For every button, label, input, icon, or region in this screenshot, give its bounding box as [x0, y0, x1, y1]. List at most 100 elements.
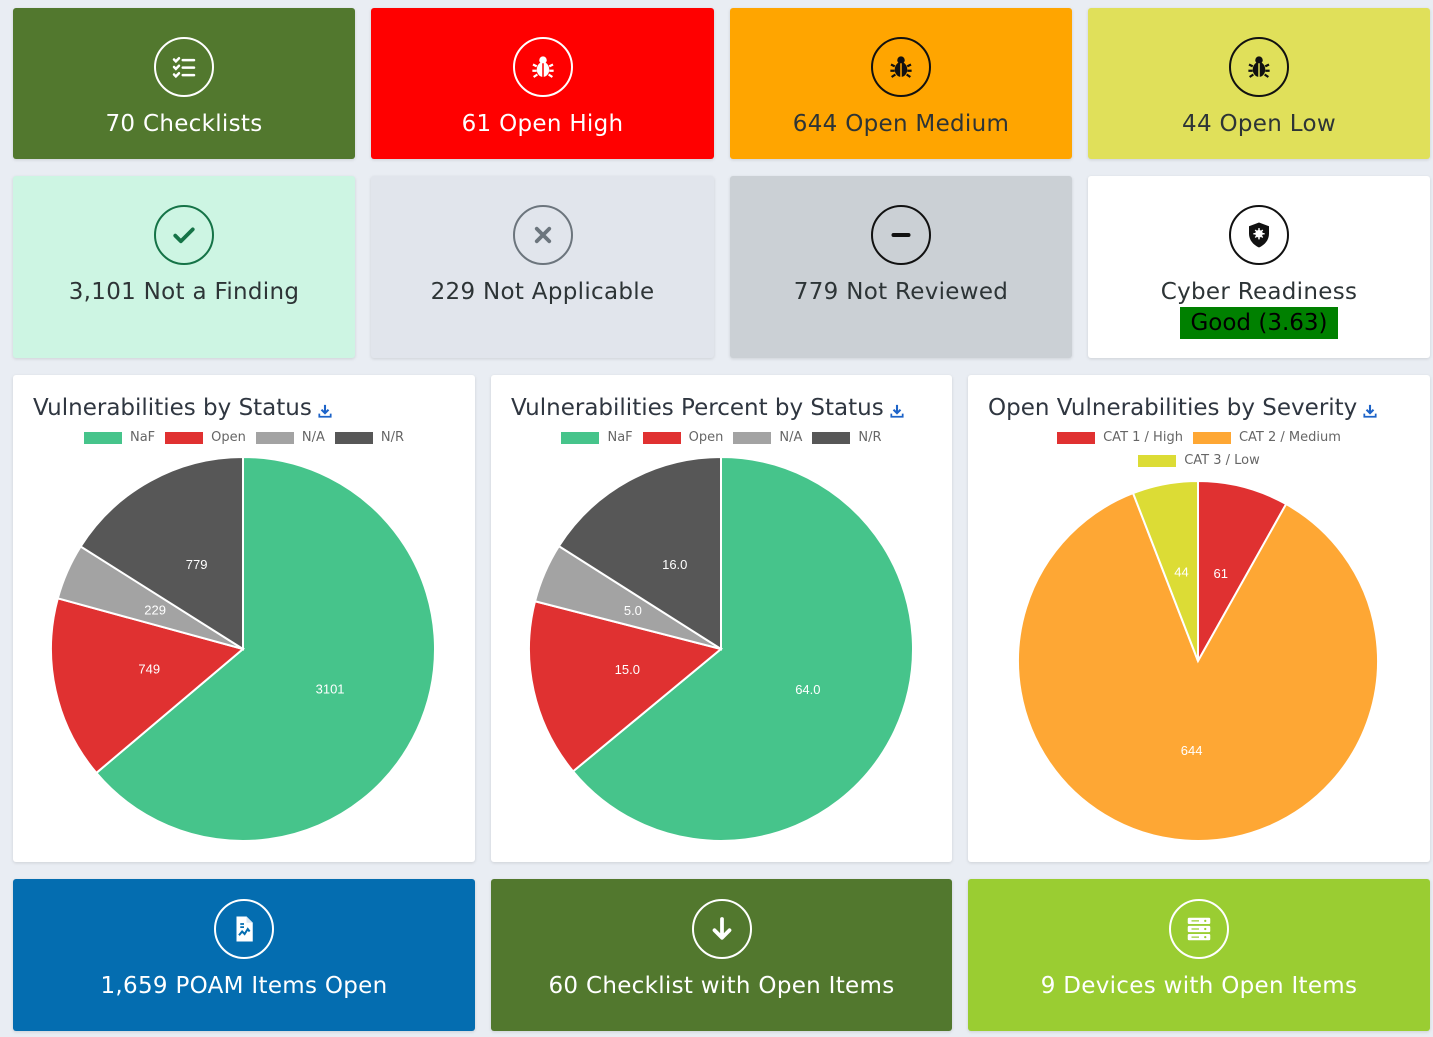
pie-chart: 3101 749 229 779 — [50, 455, 436, 842]
slice-label: 779 — [186, 557, 208, 572]
not-reviewed-card[interactable]: 779 Not Reviewed — [730, 176, 1072, 358]
legend-item[interactable]: Open — [165, 430, 246, 445]
chart-title: Open Vulnerabilities by Severity — [988, 395, 1358, 421]
legend-swatch — [1138, 454, 1177, 467]
pie-slice[interactable] — [571, 455, 914, 842]
open-high-label: 61 Open High — [461, 111, 624, 137]
legend-swatch — [83, 431, 122, 444]
not-a-finding-card[interactable]: 3,101 Not a Finding — [13, 176, 355, 358]
chart-title: Vulnerabilities Percent by Status — [511, 395, 884, 421]
legend-item[interactable]: Open — [642, 430, 724, 445]
not-reviewed-label: 779 Not Reviewed — [793, 279, 1009, 305]
chart-title-container: Vulnerabilities Percent by Status — [511, 395, 904, 421]
pie-slice[interactable] — [557, 455, 722, 651]
file-chart-icon — [214, 899, 274, 959]
legend-label: N/R — [380, 430, 405, 445]
pie-chart: 64.0 15.0 5.0 16.0 — [528, 455, 914, 842]
pie-slice[interactable] — [79, 455, 244, 651]
slice-label: 61 — [1214, 566, 1228, 581]
legend-swatch — [561, 431, 600, 444]
legend-swatch — [334, 431, 373, 444]
legend-item[interactable]: N/A — [733, 430, 802, 445]
slice-label: 16.0 — [662, 557, 687, 572]
cyber-readiness-label: Cyber Readiness — [1160, 279, 1358, 305]
legend-item[interactable]: CAT 1 / High — [1057, 430, 1183, 445]
legend-swatch — [812, 431, 851, 444]
legend-label: N/R — [858, 430, 882, 445]
open-low-card[interactable]: 44 Open Low — [1088, 8, 1430, 159]
slice-label: 5.0 — [624, 603, 642, 618]
pie-chart: 61 644 44 — [1017, 479, 1379, 842]
not-applicable-label: 229 Not Applicable — [430, 279, 655, 305]
pie-slice[interactable] — [50, 597, 246, 775]
chart-title-container: Vulnerabilities by Status — [33, 395, 332, 421]
legend-swatch — [733, 431, 772, 444]
bug-icon — [1229, 37, 1289, 97]
vuln-percent-by-status-chart: Vulnerabilities Percent by Status NaF Ope… — [491, 375, 952, 862]
checklists-card[interactable]: 70 Checklists — [13, 8, 355, 159]
chart-title: Vulnerabilities by Status — [33, 395, 312, 421]
devices-open-items-label: 9 Devices with Open Items — [1040, 973, 1358, 999]
legend-label: Open — [688, 430, 724, 445]
server-icon — [1169, 899, 1229, 959]
slice-label: 229 — [144, 602, 166, 617]
poam-items-label: 1,659 POAM Items Open — [100, 973, 388, 999]
download-icon[interactable] — [318, 404, 332, 418]
minus-icon — [871, 205, 931, 265]
legend-label: CAT 1 / High — [1103, 430, 1183, 445]
check-icon — [154, 205, 214, 265]
bug-icon — [512, 37, 573, 97]
legend-label: CAT 2 / Medium — [1238, 430, 1341, 445]
legend-item[interactable]: N/A — [255, 430, 325, 445]
pie-slice[interactable] — [1197, 479, 1288, 665]
legend-swatch — [1192, 431, 1231, 444]
legend-label: N/A — [779, 430, 803, 445]
checklist-open-items-card[interactable]: 60 Checklist with Open Items — [491, 879, 952, 1031]
download-icon[interactable] — [1363, 404, 1377, 418]
checklist-icon — [154, 37, 214, 97]
chart-legend: NaF Open N/A N/R — [491, 430, 952, 445]
readiness-badge: Good (3.63) — [1180, 307, 1338, 339]
legend-item[interactable]: N/R — [812, 430, 882, 445]
slice-label: 64.0 — [795, 682, 820, 697]
shield-virus-icon — [1229, 205, 1289, 265]
open-vuln-by-severity-chart: Open Vulnerabilities by Severity CAT 1 /… — [968, 375, 1430, 862]
legend-item[interactable]: CAT 3 / Low — [1138, 453, 1260, 468]
cyber-readiness-card[interactable]: Cyber Readiness Good (3.63) — [1088, 176, 1430, 358]
open-medium-label: 644 Open Medium — [792, 111, 1010, 137]
legend-swatch — [165, 431, 204, 444]
chart-legend: CAT 1 / High CAT 2 / Medium CAT 3 / Low — [968, 430, 1430, 468]
open-high-card[interactable]: 61 Open High — [371, 8, 714, 159]
poam-items-card[interactable]: 1,659 POAM Items Open — [13, 879, 475, 1031]
open-medium-card[interactable]: 644 Open Medium — [730, 8, 1072, 159]
bug-icon — [871, 37, 931, 97]
checklists-label: 70 Checklists — [105, 111, 263, 137]
legend-swatch — [642, 431, 681, 444]
slice-label: 44 — [1174, 565, 1188, 580]
devices-open-items-card[interactable]: 9 Devices with Open Items — [968, 879, 1430, 1031]
arrow-down-icon — [691, 899, 752, 959]
vuln-by-status-chart: Vulnerabilities by Status NaF Open N/A N/R … — [13, 375, 475, 862]
legend-label: Open — [211, 430, 246, 445]
pie-slice[interactable] — [94, 455, 436, 842]
legend-item[interactable]: NaF — [561, 430, 633, 445]
download-icon[interactable] — [890, 404, 904, 418]
slice-label: 644 — [1181, 743, 1203, 758]
chart-title-container: Open Vulnerabilities by Severity — [988, 395, 1377, 421]
slice-label: 15.0 — [615, 662, 640, 677]
checklist-open-items-label: 60 Checklist with Open Items — [548, 973, 895, 999]
not-applicable-card[interactable]: 229 Not Applicable — [371, 176, 714, 358]
slice-label: 749 — [138, 662, 160, 677]
legend-item[interactable]: N/R — [334, 430, 405, 445]
legend-item[interactable]: CAT 2 / Medium — [1192, 430, 1341, 445]
open-low-label: 44 Open Low — [1182, 111, 1336, 137]
pie-slice[interactable] — [1131, 479, 1199, 662]
legend-label: CAT 3 / Low — [1184, 453, 1260, 468]
pie-slice[interactable] — [528, 600, 724, 773]
legend-label: NaF — [129, 430, 156, 445]
legend-item[interactable]: NaF — [83, 430, 156, 445]
chart-legend: NaF Open N/A N/R — [13, 430, 475, 445]
x-icon — [512, 205, 573, 265]
pie-slice[interactable] — [1017, 491, 1379, 842]
slice-label: 3101 — [316, 681, 345, 696]
